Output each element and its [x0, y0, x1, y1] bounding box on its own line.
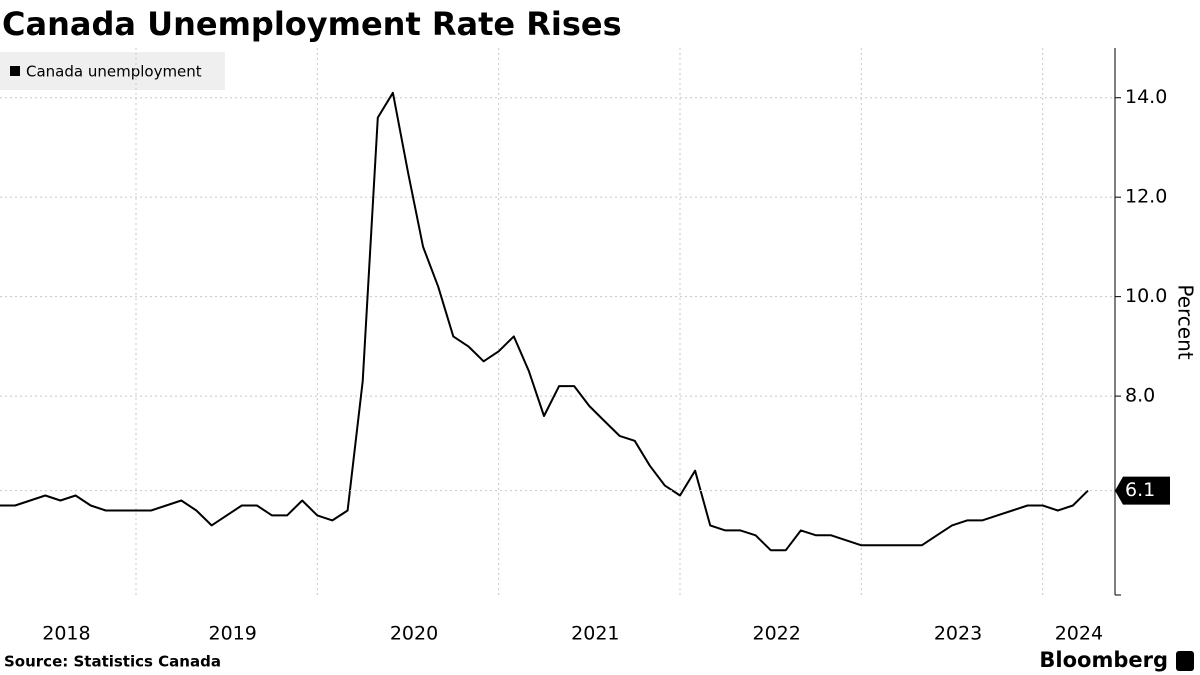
chart-title: Canada Unemployment Rate Rises — [2, 5, 622, 43]
x-tick-label: 2021 — [571, 623, 619, 645]
y-tick-label: 10.0 — [1125, 285, 1167, 307]
y-tick-label: 12.0 — [1125, 186, 1167, 208]
last-value-box — [1115, 476, 1170, 505]
line — [0, 91, 1089, 552]
x-tick-label: 2019 — [208, 623, 256, 645]
y-tick-label: 8.0 — [1125, 385, 1155, 407]
y-tick-label: 14.0 — [1125, 86, 1167, 108]
legend-swatch — [10, 66, 20, 76]
legend — [0, 52, 225, 90]
source: Source: Statistics Canada — [4, 653, 221, 671]
legend-label: Canada unemployment — [26, 63, 202, 81]
y-axis-title: Percent — [1174, 284, 1198, 359]
x-tick-label: 2022 — [752, 623, 800, 645]
brand-icon — [1176, 651, 1194, 671]
brand: Bloomberg — [1039, 648, 1168, 672]
x-tick-label: 2018 — [42, 623, 90, 645]
x-tick-label: 2024 — [1055, 623, 1103, 645]
last-value-label: 6.1 — [1125, 479, 1155, 501]
x-tick-label: 2023 — [934, 623, 982, 645]
x-tick-label: 2020 — [390, 623, 438, 645]
